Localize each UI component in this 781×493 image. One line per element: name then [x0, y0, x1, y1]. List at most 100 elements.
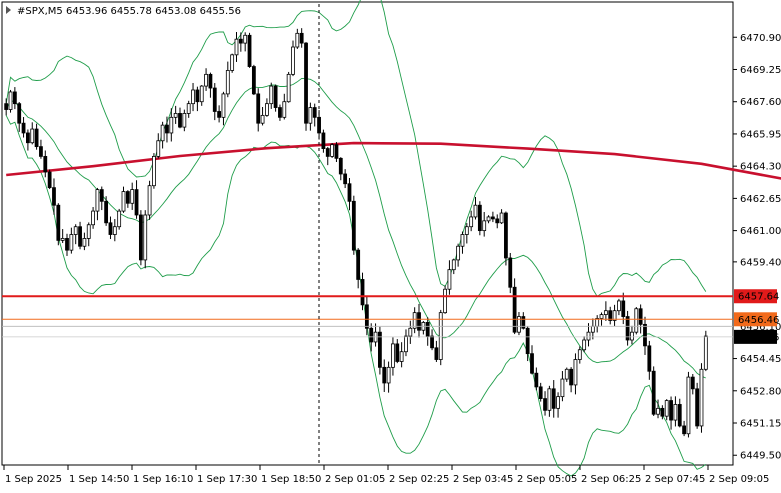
time-tick-label: 1 Sep 18:50	[261, 474, 321, 485]
candle-body	[325, 148, 330, 157]
bollinger-bands	[5, 0, 707, 477]
candle-body	[47, 171, 52, 189]
candle-body	[17, 103, 22, 124]
time-tick-label: 2 Sep 01:05	[325, 474, 385, 485]
price-tick-label: 6465.95	[740, 129, 781, 140]
candle-body	[699, 368, 704, 427]
candle-body	[360, 279, 365, 306]
candle-body	[517, 316, 521, 333]
candle-body	[60, 238, 65, 241]
candle-body	[269, 85, 274, 105]
candle-body	[260, 114, 265, 124]
candle-body	[378, 331, 382, 368]
candle-body	[73, 226, 78, 235]
candle-body	[482, 220, 487, 232]
candle-body	[169, 116, 174, 134]
candle-body	[490, 216, 495, 220]
price-tick-label: 6461.00	[740, 226, 781, 237]
candle-body	[660, 407, 665, 417]
candle-body	[256, 93, 261, 124]
candle-body	[251, 66, 256, 95]
candle-body	[564, 368, 569, 380]
candle-body	[273, 85, 278, 108]
candle-body	[299, 32, 304, 44]
support-tag-label: 6456.46	[738, 315, 779, 326]
candle-body	[243, 34, 248, 44]
candle-body	[8, 91, 13, 110]
candle-body	[195, 89, 200, 103]
candle-body	[221, 93, 226, 118]
candle-body	[460, 234, 465, 247]
upper-band-line	[5, 0, 707, 298]
candle-body	[582, 339, 587, 351]
candle-body	[504, 212, 508, 259]
candle-body	[508, 257, 513, 288]
candle-body	[86, 224, 91, 239]
candle-body	[382, 366, 387, 384]
candle-body	[212, 87, 217, 112]
candle-body	[156, 140, 161, 157]
candle-body	[121, 191, 126, 212]
candle-body	[538, 386, 543, 399]
candle-body	[26, 132, 30, 144]
candle-body	[512, 286, 517, 333]
candle-body	[282, 101, 287, 118]
candle-body	[291, 46, 295, 75]
ohlc-values: 6453.96 6455.78 6453.08 6455.56	[66, 6, 241, 17]
candle-body	[464, 226, 469, 235]
candle-body	[308, 107, 313, 124]
candle-body	[630, 331, 634, 341]
candle-body	[603, 310, 608, 316]
candle-body	[634, 308, 639, 333]
price-tick-label: 6464.30	[740, 162, 781, 173]
candle-body	[351, 200, 356, 251]
candle-body	[430, 335, 434, 349]
candle-body	[590, 325, 595, 333]
candle-body	[425, 322, 430, 337]
resistance-tag	[734, 289, 777, 304]
candle-body	[178, 113, 182, 128]
candle-body	[43, 155, 48, 173]
candle-body	[152, 155, 156, 187]
candle-body	[412, 312, 417, 329]
candle-body	[495, 218, 500, 224]
candle-body	[130, 189, 135, 204]
resistance-tag-label: 6457.64	[738, 292, 779, 303]
candle-body	[165, 124, 169, 134]
price-tick-label: 6451.15	[740, 419, 781, 430]
candle-body	[695, 388, 700, 427]
time-tick-label: 1 Sep 16:10	[133, 474, 193, 485]
candle-body	[586, 331, 591, 341]
candle-body	[395, 343, 400, 362]
candle-body	[138, 214, 143, 261]
moving-average-line	[6, 141, 781, 180]
candle-body	[677, 404, 682, 427]
candle-body	[682, 425, 686, 435]
candle-body	[112, 226, 117, 235]
time-tick-label: 2 Sep 07:45	[645, 474, 705, 485]
candle-body	[417, 312, 421, 331]
candle-body	[78, 226, 82, 247]
candle-body	[356, 249, 361, 280]
candle-body	[391, 343, 395, 368]
time-tick-label: 2 Sep 05:05	[517, 474, 577, 485]
candle-body	[643, 323, 647, 347]
candle-body	[343, 173, 348, 185]
candle-body	[543, 398, 547, 411]
candle-body	[408, 327, 413, 337]
candle-body	[82, 238, 87, 247]
last-price-tag	[734, 329, 777, 344]
candle-body	[438, 312, 443, 360]
candle-body	[30, 128, 35, 144]
candle-body	[304, 42, 308, 124]
time-tick-label: 1 Sep 14:50	[69, 474, 129, 485]
candle-body	[638, 308, 643, 325]
ask-price-label: 6456.10	[740, 322, 781, 333]
candle-body	[104, 200, 109, 224]
time-tick-label: 2 Sep 06:25	[581, 474, 641, 485]
candle-body	[204, 73, 208, 87]
price-tick-label: 6469.25	[740, 65, 781, 76]
candle-body	[577, 349, 582, 360]
